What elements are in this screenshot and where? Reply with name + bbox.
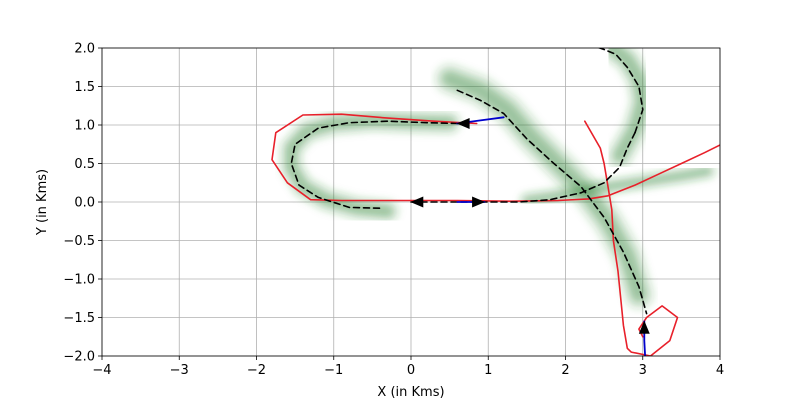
x-tick-label: 4 (716, 363, 724, 378)
y-tick-label: −1.0 (63, 273, 95, 288)
y-axis-label: Y (in Kms) (35, 169, 50, 236)
x-tick-label: 3 (639, 363, 647, 378)
x-axis-label: X (in Kms) (377, 385, 444, 400)
y-tick-label: −0.5 (63, 234, 95, 249)
arrowhead (638, 320, 650, 334)
arrowhead (410, 196, 424, 208)
arrowhead-shape (410, 196, 424, 208)
arrowhead-shape (456, 118, 470, 129)
y-tick-label: 0.0 (74, 196, 95, 211)
predicted-band-inner (605, 48, 649, 162)
y-tick-label: 1.5 (74, 80, 95, 95)
predicted-band-inner (442, 71, 647, 302)
arrowhead-shape (472, 196, 486, 208)
y-axis-ticks: −2.0 −1.5 −1.0 −0.5 0.0 0.5 1.0 1.5 2.0 (63, 42, 102, 365)
x-tick-label: −1 (324, 363, 343, 378)
arrowhead (472, 196, 486, 208)
y-tick-label: 2.0 (74, 42, 95, 57)
agent-path-line (271, 113, 478, 202)
ground-truth-line (290, 120, 459, 209)
arrowhead-shape (638, 320, 650, 334)
x-axis-ticks: −4 −3 −2 −1 0 1 2 3 4 (92, 356, 724, 378)
ground-truth-line (410, 131, 636, 203)
ground-truth-line (597, 48, 644, 134)
x-tick-label: −4 (92, 363, 111, 378)
x-tick-label: −3 (170, 363, 189, 378)
y-tick-label: 0.5 (74, 157, 95, 172)
agent-path-line (410, 144, 720, 202)
direction-arrows (410, 118, 650, 334)
y-tick-label: −2.0 (63, 350, 95, 365)
x-tick-label: 2 (561, 363, 569, 378)
arrowhead (456, 118, 470, 129)
y-tick-label: 1.0 (74, 119, 95, 134)
trajectory-series (271, 48, 720, 356)
x-tick-label: 0 (407, 363, 415, 378)
predicted-band-inner (523, 167, 713, 205)
ground-truth-line (456, 89, 648, 315)
y-tick-label: −1.5 (63, 311, 95, 326)
x-tick-label: −2 (247, 363, 266, 378)
x-tick-label: 1 (484, 363, 492, 378)
agent-path-line (583, 120, 679, 356)
